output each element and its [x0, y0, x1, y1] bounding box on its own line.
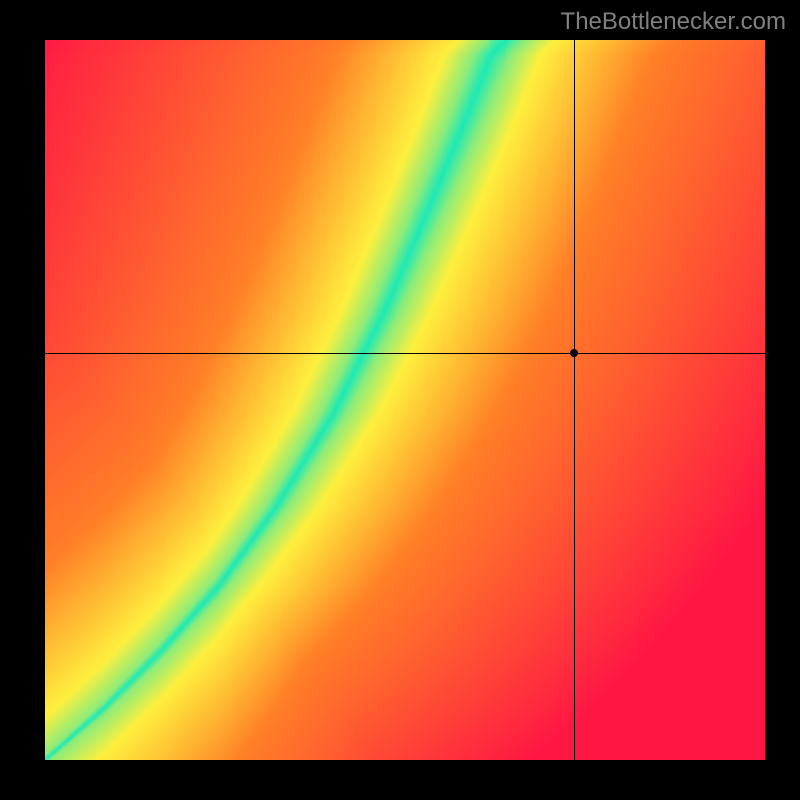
watermark-text: TheBottlenecker.com — [561, 8, 786, 36]
heatmap-plot-area — [45, 40, 765, 760]
crosshair-vertical — [574, 40, 575, 760]
crosshair-horizontal — [45, 353, 765, 354]
heatmap-canvas — [45, 40, 765, 760]
crosshair-marker[interactable] — [570, 349, 578, 357]
